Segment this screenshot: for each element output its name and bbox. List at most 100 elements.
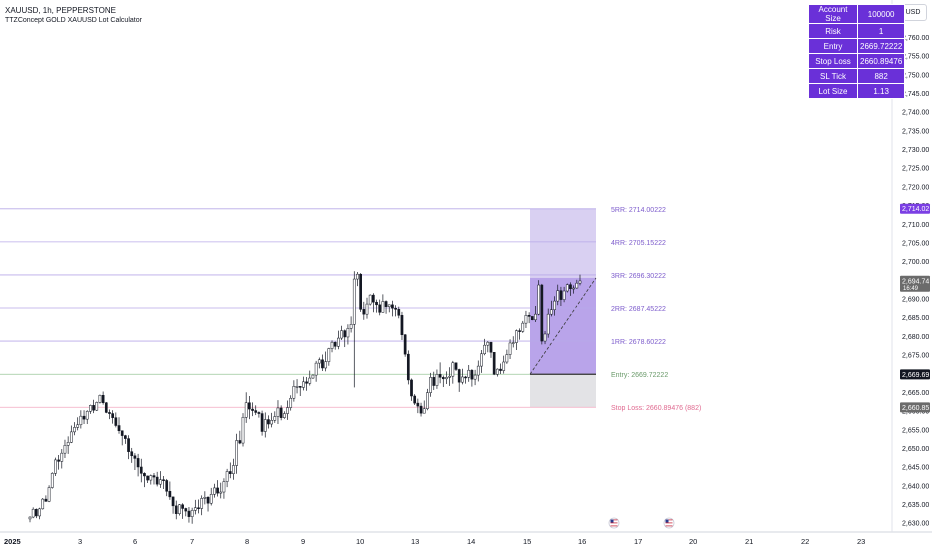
candle-body [375,301,378,306]
candle-body [476,365,480,376]
candle-body [251,408,254,411]
candle-body [232,465,235,474]
x-tick-label: 23 [857,537,865,546]
candle-body [499,368,502,371]
y-tick-label: 2,750.00 [902,72,929,79]
candle-body [502,361,506,371]
candle-body [340,330,343,339]
calc-value: 100000 [856,4,906,24]
candle-body [44,498,48,502]
calc-key: Account Size [808,4,858,24]
candle-body [267,419,270,425]
candle-body [445,377,448,380]
x-tick-label: 16 [578,537,586,546]
candle-body [540,284,544,342]
candle-body [184,508,188,512]
calc-row: SL Tick 882 [808,68,906,84]
level-label: 1RR: 2678.60222 [611,339,666,346]
candle-body [505,354,509,363]
candle-body [381,301,385,313]
calc-value: 882 [856,68,906,84]
candle-body [511,342,515,344]
candle-body [98,395,102,403]
candle-body [279,407,283,418]
candle-body [337,337,340,347]
flag-stripe [665,524,673,525]
candle-body [54,459,57,474]
candle-body [143,473,146,477]
indicator-title[interactable]: TTZConcept GOLD XAUUSD Lot Calculator [5,17,142,24]
symbol-title[interactable]: XAUUSD, 1h, PEPPERSTONE [5,6,116,15]
candle-body [527,315,531,317]
candle-body [254,410,258,413]
candle-body [333,341,337,347]
y-tick-label: 2,655.00 [902,427,929,434]
candle-body [76,424,80,428]
candle-body [117,425,121,431]
price-badge-text: 2,669.69 [902,372,929,379]
x-tick-label: 15 [523,537,531,546]
level-label: Stop Loss: 2660.89476 (882) [611,405,701,412]
candle-body [410,379,413,397]
candle-body [550,309,553,315]
price-badge-text: 2,660.85 [902,405,929,412]
candle-body [486,341,490,346]
candle-body [298,386,302,388]
candle-body [31,508,35,518]
candle-body [95,402,99,411]
calc-row: Entry 2669.72222 [808,38,906,54]
candle-body [60,452,64,462]
candle-body [467,369,471,378]
calc-row: Risk 1 [808,23,906,39]
candle-body [397,309,401,316]
flag-stripe [665,519,673,521]
candle-body [454,362,458,370]
candle-body [120,430,124,436]
candle-body [130,451,134,457]
candle-body [174,505,178,514]
y-tick-label: 2,665.00 [902,390,929,397]
candle-body [85,411,89,420]
candlestick-series [28,271,582,524]
candle-body [403,334,407,355]
candle-body [149,475,153,481]
level-label: 3RR: 2696.30222 [611,273,666,280]
x-tick-label: 21 [745,537,753,546]
candle-body [426,392,429,409]
candle-body [206,497,210,504]
x-tick-label: 6 [133,537,137,546]
calc-value: 1.13 [856,83,906,99]
y-tick-label: 2,645.00 [902,465,929,472]
us-flag-icon[interactable] [608,517,620,529]
candle-body [260,413,264,432]
price-badge [900,369,930,380]
us-flag-icon[interactable] [663,517,675,529]
y-tick-label: 2,685.00 [902,315,929,322]
flag-stripe [610,522,618,524]
x-tick-label: 17 [634,537,642,546]
candle-body [139,466,143,474]
candle-body [565,284,569,292]
candle-body [133,455,137,459]
candle-body [562,290,566,300]
y-tick-label: 2,760.00 [902,35,929,42]
y-tick-label: 2,705.00 [902,240,929,247]
candle-body [343,330,347,338]
candle-body [209,494,213,504]
candle-body [559,290,563,300]
trade-path-line [529,277,597,375]
candle-body [391,304,394,309]
calc-key: SL Tick [808,68,858,84]
candle-body [222,481,226,493]
price-badge [900,275,930,292]
x-tick-label: 22 [801,537,809,546]
event-markers[interactable] [608,517,675,529]
candle-body [158,479,162,485]
candle-body [508,342,512,355]
y-tick-label: 2,710.00 [902,222,929,229]
y-tick-label: 2,755.00 [902,54,929,61]
x-axis[interactable]: 2025 3 6 7 8 9 10 13 14 15 16 17 20 21 22 23 [4,537,865,546]
candle-body [244,402,248,418]
y-tick-label: 2,650.00 [902,446,929,453]
